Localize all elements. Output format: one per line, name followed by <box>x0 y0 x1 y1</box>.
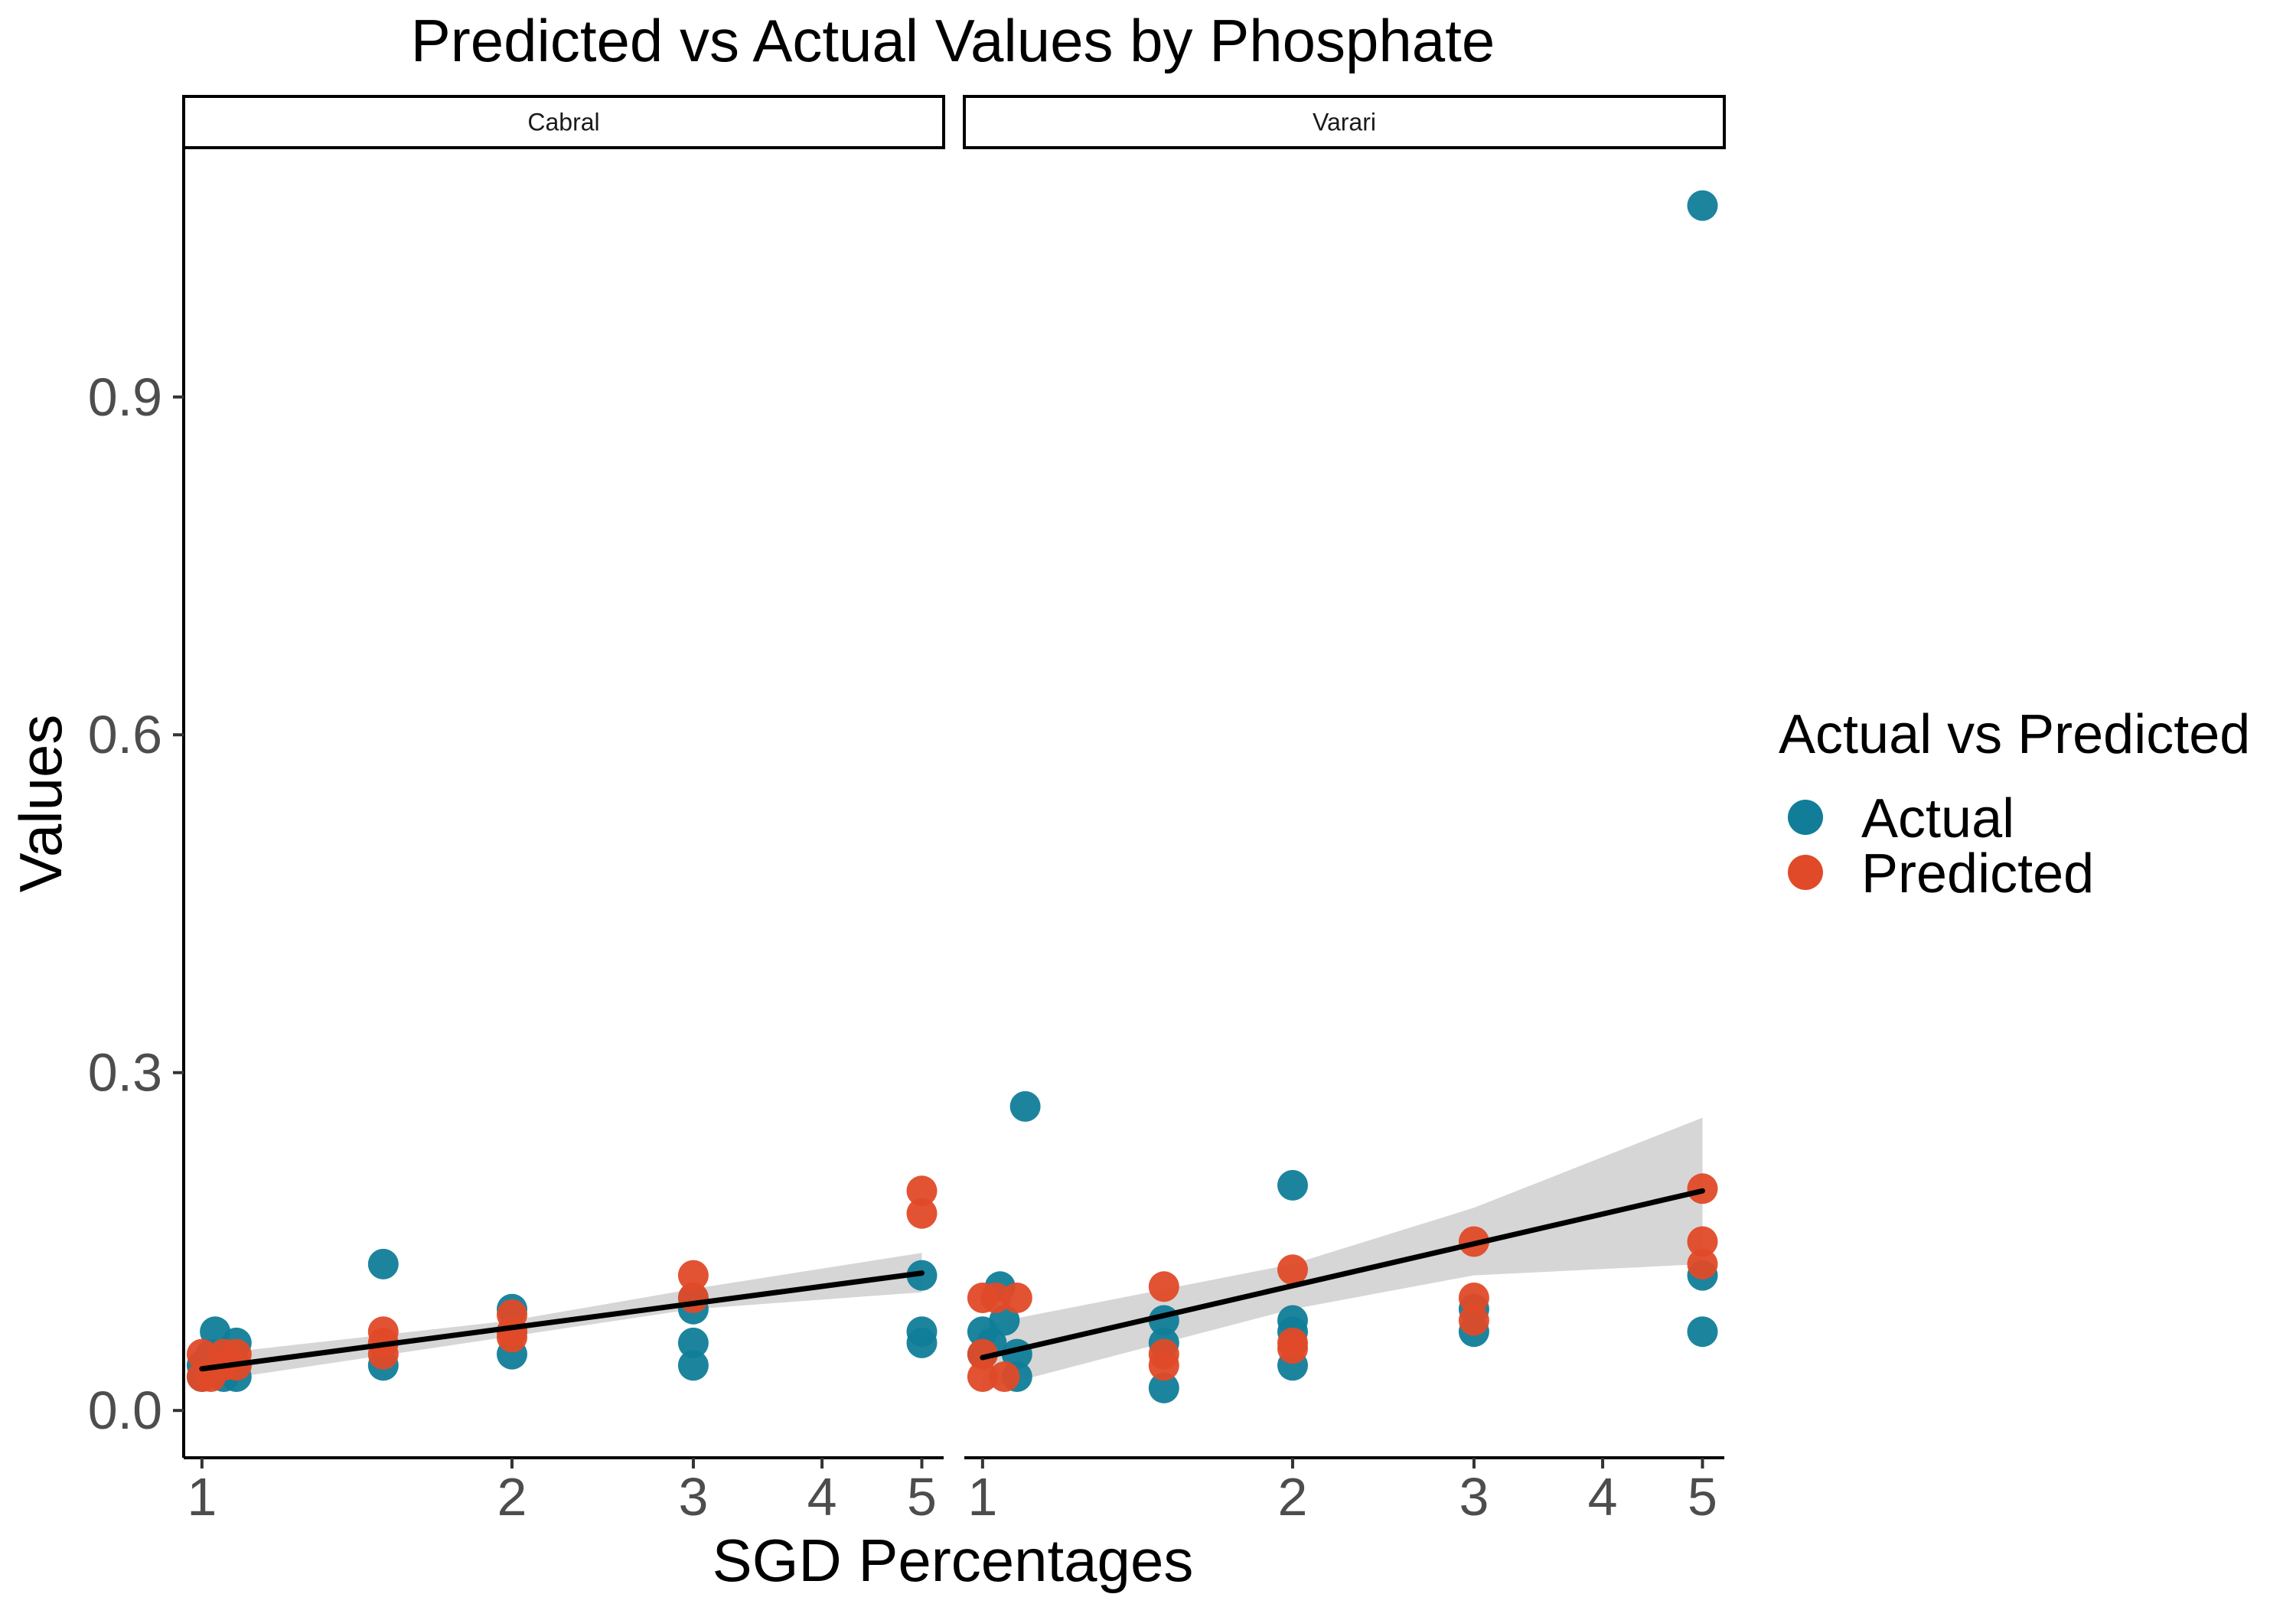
facet-strip <box>182 95 945 149</box>
y-tick-label: 0.3 <box>88 1043 162 1103</box>
x-tick-label: 1 <box>187 1467 217 1527</box>
x-tick-label: 2 <box>497 1467 527 1527</box>
y-tick-label: 0.6 <box>88 705 162 764</box>
facet-strip-label: Varari <box>1313 109 1376 136</box>
point-predicted <box>1277 1254 1308 1286</box>
legend-title: Actual vs Predicted <box>1779 704 2250 765</box>
confidence-band <box>201 1253 922 1383</box>
point-predicted <box>967 1338 998 1370</box>
regression-line <box>980 1188 1705 1361</box>
x-tick-label: 4 <box>807 1467 837 1527</box>
confidence-band <box>982 1117 1703 1390</box>
y-tick-label: 0.9 <box>88 367 162 427</box>
facet-strip <box>963 95 1726 149</box>
point-predicted <box>1148 1271 1179 1302</box>
facet-panel-cabral: Cabral 1 2 3 4 5 <box>182 95 945 1527</box>
legend-label-predicted: Predicted <box>1861 843 2094 905</box>
point-predicted <box>980 1283 1012 1313</box>
facet-panel-varari: Varari 1 2 3 4 5 <box>963 95 1726 1527</box>
point-actual <box>1148 1372 1179 1403</box>
facet-strip-label: Cabral <box>527 109 599 136</box>
x-tick-label: 1 <box>967 1467 997 1527</box>
x-tick-label: 4 <box>1588 1467 1618 1527</box>
point-actual <box>367 1248 399 1279</box>
point-actual <box>1687 1316 1718 1348</box>
point-predicted <box>1277 1333 1308 1364</box>
point-actual <box>1687 190 1718 221</box>
facet-panels: Cabral 1 2 3 4 5 Varari 1 2 3 4 5 <box>182 95 1726 1527</box>
point-predicted <box>1687 1248 1718 1279</box>
point-predicted <box>1001 1283 1032 1313</box>
point-predicted <box>989 1361 1020 1392</box>
legend-swatch-predicted <box>1788 855 1823 890</box>
x-tick-label: 2 <box>1277 1467 1307 1527</box>
point-predicted <box>967 1361 998 1392</box>
point-predicted <box>906 1175 938 1207</box>
point-actual <box>906 1327 938 1358</box>
chart-title: Predicted vs Actual Values by Phosphate <box>411 7 1495 74</box>
point-actual <box>1009 1090 1041 1122</box>
x-axis-title: SGD Percentages <box>713 1527 1194 1594</box>
x-tick-label: 5 <box>1688 1467 1717 1527</box>
legend-label-actual: Actual <box>1861 788 2014 849</box>
legend-swatch-actual <box>1788 800 1823 835</box>
point-predicted <box>1687 1226 1718 1257</box>
regression-line <box>199 1270 925 1372</box>
x-tick-label: 5 <box>907 1467 937 1527</box>
y-tick-label: 0.0 <box>88 1380 162 1440</box>
point-predicted <box>906 1198 938 1229</box>
x-tick-label: 3 <box>678 1467 708 1527</box>
y-axis: 0.0 0.3 0.6 0.9 <box>88 149 185 1458</box>
point-actual <box>1277 1169 1308 1201</box>
legend: Actual vs Predicted Actual Predicted <box>1779 704 2250 905</box>
point-predicted <box>1148 1350 1179 1381</box>
point-predicted <box>1458 1283 1489 1313</box>
y-axis-title: Values <box>7 715 74 893</box>
point-actual <box>677 1327 709 1358</box>
x-tick-label: 3 <box>1459 1467 1489 1527</box>
point-actual <box>677 1350 709 1381</box>
point-predicted <box>677 1260 709 1291</box>
point-predicted <box>1458 1305 1489 1336</box>
point-predicted <box>677 1283 709 1313</box>
